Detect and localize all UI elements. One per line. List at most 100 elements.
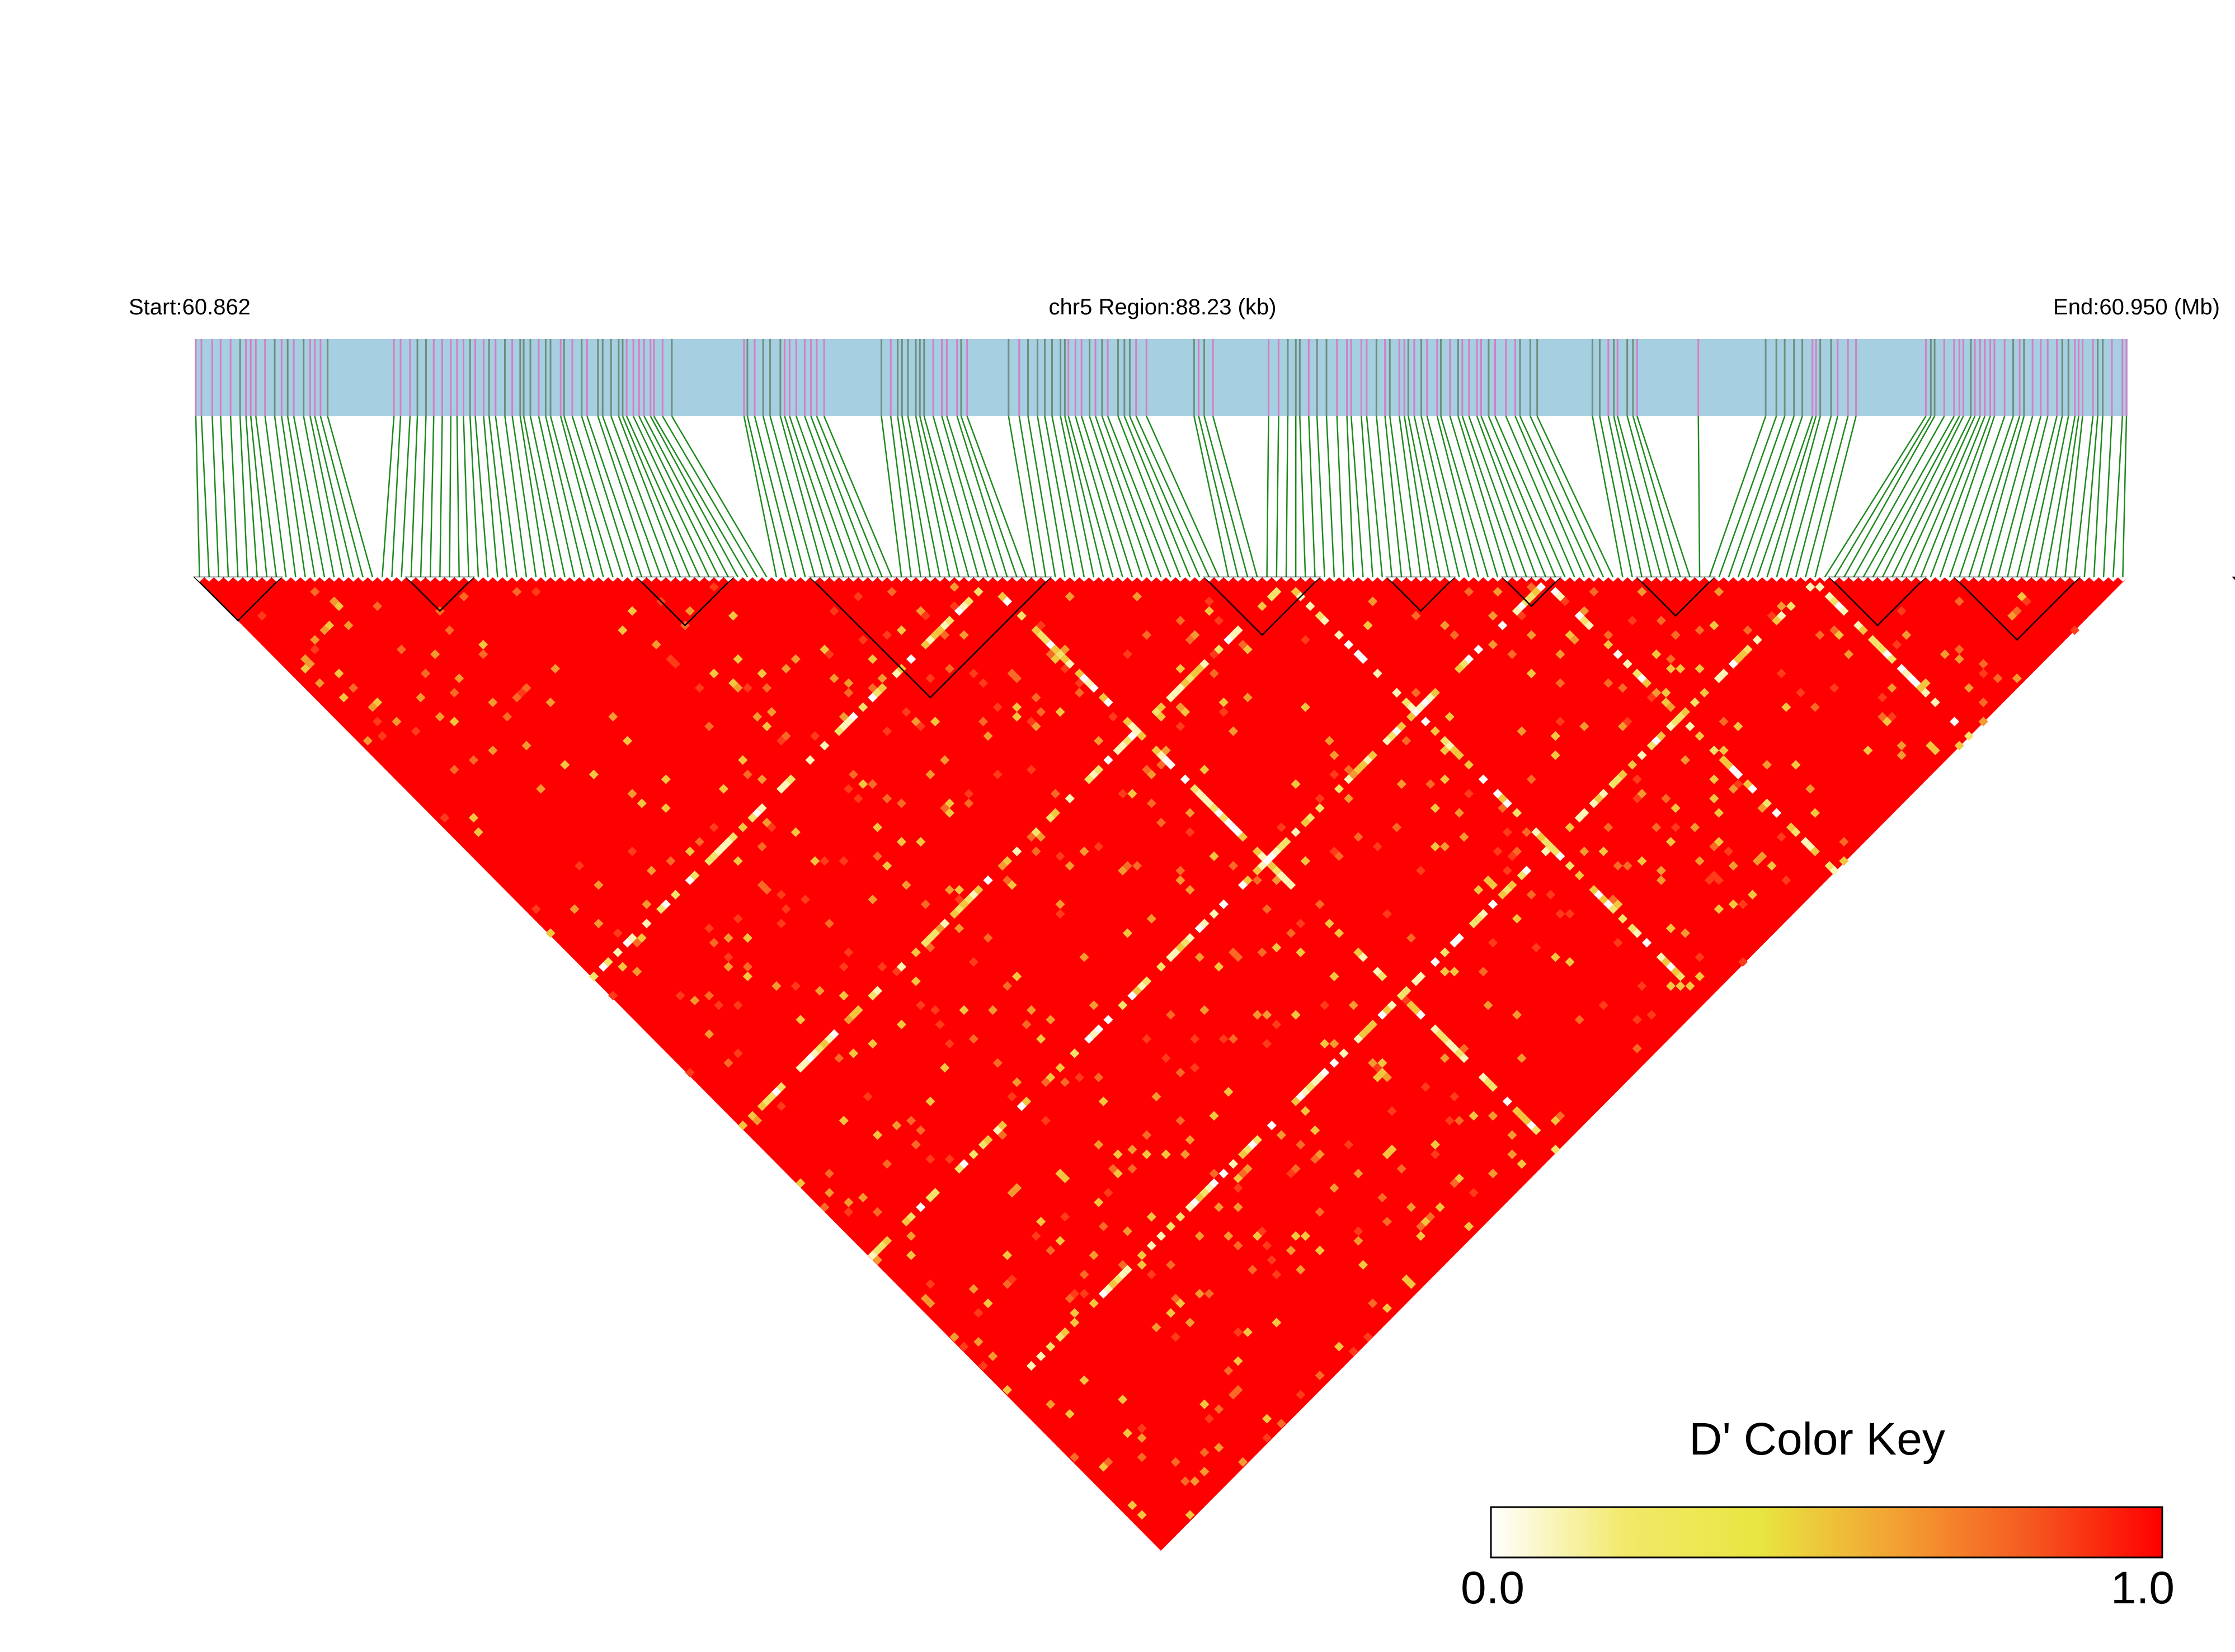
ld-cell <box>954 923 964 933</box>
ld-cell <box>1296 1390 1306 1400</box>
ld-cell <box>1579 606 1589 616</box>
ld-cell <box>925 933 935 943</box>
snp-connector <box>1514 416 1585 578</box>
ld-cell <box>1435 1029 1445 1039</box>
ld-cell <box>1334 851 1344 862</box>
ld-cell <box>613 947 623 957</box>
ld-cell <box>1305 1082 1315 1092</box>
snp-connector-lines <box>195 416 2128 578</box>
snp-tick <box>2108 577 2118 582</box>
snp-tick <box>608 577 618 582</box>
ld-cell <box>1233 1327 1243 1337</box>
ld-cell <box>488 745 498 755</box>
ld-cell <box>1127 789 1137 799</box>
ld-cell <box>1680 928 1690 938</box>
ld-cell <box>959 630 969 640</box>
ld-cell <box>1170 688 1180 698</box>
snp-connector <box>563 416 614 578</box>
ld-cell <box>1089 683 1099 693</box>
ld-cell <box>1878 712 1888 722</box>
ld-cell <box>1671 822 1681 832</box>
ld-cell <box>1661 793 1671 803</box>
ld-cell <box>1483 875 1493 886</box>
ld-cell <box>1262 904 1272 914</box>
ld-cell <box>872 1207 883 1217</box>
snp-tick <box>1377 577 1387 582</box>
snp-tick <box>1079 577 1089 582</box>
snp-tick <box>1166 577 1176 582</box>
ld-cell <box>1170 1457 1180 1467</box>
ld-cell <box>791 654 801 664</box>
ld-cell <box>1329 1039 1339 1049</box>
ld-cell <box>925 1154 935 1164</box>
snp-connector <box>1804 416 1849 578</box>
ld-cell <box>930 717 940 727</box>
ld-cell <box>622 938 633 948</box>
ld-cell <box>1439 1053 1450 1063</box>
snp-connector <box>274 416 297 578</box>
ld-cell <box>1676 663 1686 674</box>
ld-cell <box>1315 1149 1325 1159</box>
ld-cell <box>1108 1279 1118 1289</box>
ld-cell <box>786 774 796 784</box>
ld-cell <box>1690 822 1700 832</box>
ld-cell <box>1858 625 1868 636</box>
snp-connector <box>1626 416 1672 578</box>
color-key: D' Color Key 0.0 1.0 <box>1461 1414 2175 1613</box>
snp-tick <box>868 577 878 582</box>
snp-tick <box>1022 577 1032 582</box>
snp-connector <box>1959 416 2014 578</box>
ld-cell <box>1094 765 1104 775</box>
ld-cell <box>723 962 733 972</box>
ld-cell <box>1891 639 1902 649</box>
snp-connector <box>1891 416 1972 578</box>
ld-cell <box>815 986 825 996</box>
ld-cell <box>1685 721 1695 732</box>
ld-cell <box>1954 654 1964 664</box>
ld-cell <box>868 683 878 693</box>
ld-cell <box>1055 851 1065 862</box>
ld-cell <box>1632 774 1642 784</box>
ld-cell <box>1204 1414 1215 1424</box>
ld-cell <box>1012 846 1022 856</box>
snp-connector <box>1285 416 1289 578</box>
ld-cell <box>1084 774 1094 784</box>
ld-cell <box>1007 1274 1017 1284</box>
ld-cell <box>882 1159 892 1169</box>
ld-cell <box>1617 721 1628 732</box>
snp-tick <box>1848 577 1858 582</box>
ld-cell <box>824 1169 835 1179</box>
ld-cell <box>1055 1169 1065 1179</box>
snp-connector <box>622 416 691 578</box>
ld-cell <box>1353 649 1363 660</box>
color-key-max-label: 1.0 <box>2111 1562 2175 1613</box>
ld-cell <box>1060 1077 1070 1088</box>
ld-cell <box>1132 861 1142 871</box>
ld-cell <box>766 1091 777 1102</box>
ld-cell <box>1459 1053 1469 1063</box>
ld-cell <box>1695 856 1705 866</box>
ld-cell <box>1411 1005 1421 1015</box>
ld-cell <box>1382 1217 1392 1227</box>
snp-tick <box>406 577 416 582</box>
ld-cell <box>1651 688 1662 698</box>
ld-cell <box>670 889 681 900</box>
snp-tick <box>1665 577 1676 582</box>
ld-cell <box>882 630 892 640</box>
ld-cell <box>1603 899 1613 910</box>
snp-connector <box>586 416 643 578</box>
ld-cell <box>1406 1279 1417 1289</box>
snp-connector <box>245 416 258 578</box>
ld-cell <box>1377 1058 1387 1068</box>
ld-cell <box>1166 1010 1176 1020</box>
ld-cell <box>1641 678 1652 688</box>
ld-cell <box>1810 808 1820 818</box>
ld-cell <box>1358 1029 1368 1039</box>
ld-cell <box>1175 1298 1185 1309</box>
ld-cell <box>1555 591 1565 601</box>
snp-tick <box>848 577 859 582</box>
snp-connector <box>559 416 604 578</box>
snp-connector <box>1212 416 1258 578</box>
ld-cell <box>589 971 599 981</box>
ld-cell <box>1151 1091 1161 1102</box>
